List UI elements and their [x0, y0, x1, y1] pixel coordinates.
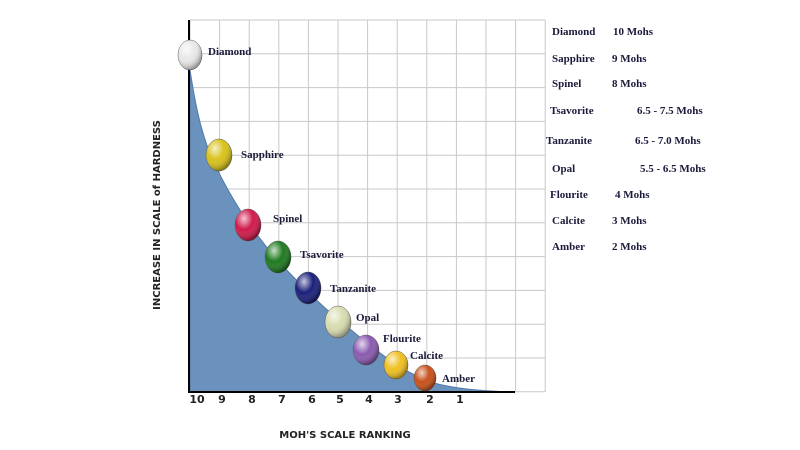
table-name: Tsavorite [550, 105, 594, 117]
gem-label: Amber [442, 373, 475, 385]
gem-label: Sapphire [241, 149, 284, 161]
table-value: 9 Mohs [612, 53, 647, 65]
x-axis-title: MOH'S SCALE RANKING [279, 430, 410, 441]
table-value: 3 Mohs [612, 215, 647, 227]
x-tick-label: 1 [456, 393, 464, 406]
x-tick-label: 9 [218, 393, 226, 406]
table-value: 8 Mohs [612, 78, 647, 90]
table-name: Diamond [552, 26, 595, 38]
gem-label: Tanzanite [330, 283, 376, 295]
gem-label: Calcite [410, 350, 443, 362]
x-tick-label: 5 [336, 393, 344, 406]
table-name: Sapphire [552, 53, 595, 65]
table-name: Calcite [552, 215, 585, 227]
x-tick-label: 8 [248, 393, 256, 406]
gem-label: Spinel [273, 213, 302, 225]
gem-shine [325, 306, 351, 338]
table-name: Flourite [550, 189, 588, 201]
table-name: Tanzanite [546, 135, 592, 147]
gem-shine [353, 335, 379, 365]
gem-shine [414, 365, 436, 391]
gem-label: Tsavorite [300, 249, 344, 261]
table-value: 2 Mohs [612, 241, 647, 253]
table-name: Spinel [552, 78, 581, 90]
gem-shine [384, 351, 408, 379]
table-value: 6.5 - 7.5 Mohs [637, 105, 703, 117]
gem-label: Flourite [383, 333, 421, 345]
table-value: 10 Mohs [613, 26, 654, 38]
gem-label: Diamond [208, 46, 251, 58]
table-name: Amber [552, 241, 585, 253]
gem-shine [178, 40, 202, 70]
gem-shine [206, 139, 232, 171]
x-tick-label: 10 [189, 393, 205, 406]
x-tick-label: 3 [394, 393, 402, 406]
gem-label: Opal [356, 312, 379, 324]
x-tick-label: 6 [308, 393, 316, 406]
table-value: 5.5 - 6.5 Mohs [640, 163, 706, 175]
table-value: 6.5 - 7.0 Mohs [635, 135, 701, 147]
gem-shine [235, 209, 261, 241]
y-axis-title: INCREASE IN SCALE of HARDNESS [152, 120, 163, 310]
x-tick-label: 2 [426, 393, 434, 406]
gem-shine [265, 241, 291, 273]
x-tick-label: 4 [365, 393, 373, 406]
table-name: Opal [552, 163, 575, 175]
x-tick-label: 7 [278, 393, 286, 406]
table-value: 4 Mohs [615, 189, 650, 201]
gem-shine [295, 272, 321, 304]
